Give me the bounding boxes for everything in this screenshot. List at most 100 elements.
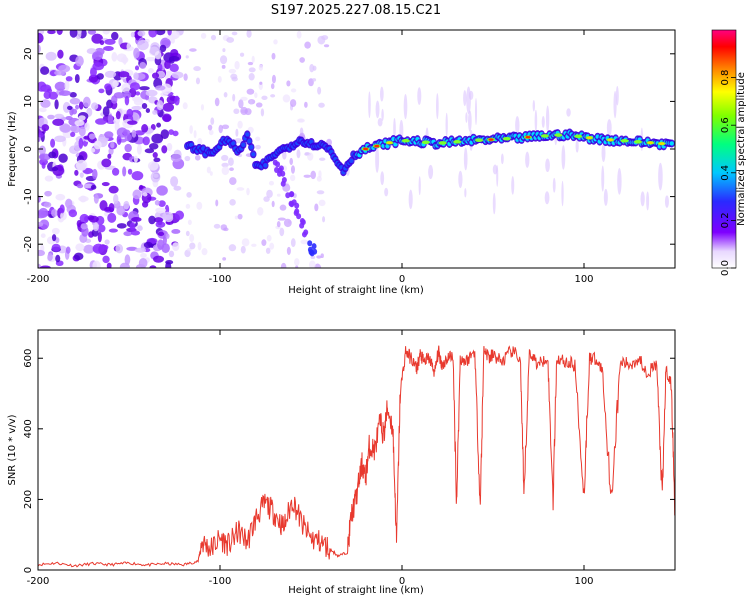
spectrogram-blob: [97, 224, 106, 233]
spectrogram-blob: [182, 102, 188, 110]
spectrogram-area: [38, 30, 675, 268]
spectrogram-blob: [149, 265, 157, 268]
spectrogram-streak: [525, 151, 530, 168]
spectrogram-blob: [260, 108, 265, 117]
spectrogram-streak: [606, 119, 612, 137]
spectrogram-streak: [393, 118, 396, 140]
ridge-peak: [488, 138, 494, 141]
spectrogram-blob: [111, 52, 118, 62]
spectrogram-blob: [123, 231, 133, 237]
snr-ytick-label: 400: [23, 419, 34, 438]
spectrogram-blob: [56, 30, 63, 35]
spectrogram-blob: [187, 219, 192, 225]
spectrogram-blob: [189, 234, 195, 243]
ridge-peak: [374, 144, 380, 148]
spectrogram-blob: [210, 34, 217, 41]
spectrogram-blob: [147, 161, 159, 171]
spectrogram-blob: [160, 129, 170, 140]
spectrogram-blob: [170, 153, 182, 162]
spectrogram-blob: [254, 92, 258, 99]
spectrogram-ytick-label: 0: [23, 146, 34, 152]
spectrogram-branch: [280, 170, 286, 177]
spectrogram-blob: [104, 70, 117, 78]
spectrogram-blob: [115, 244, 124, 254]
spectrogram-ytick-label: -20: [23, 236, 34, 252]
spectrogram-blob: [75, 55, 84, 67]
spectrogram-blob: [170, 48, 179, 58]
spectrogram-blob: [131, 170, 144, 181]
spectrogram-blob: [38, 221, 44, 227]
spectrogram-blob: [279, 227, 285, 237]
spectrogram-blob: [68, 209, 78, 218]
spectrogram-streak: [380, 171, 385, 186]
ridge-mid: [241, 142, 246, 148]
spectrogram-blob: [137, 225, 143, 231]
spectrogram-blob: [290, 238, 296, 248]
spectrogram-blob: [51, 166, 59, 171]
spectrogram-streak: [544, 191, 550, 205]
ridge-core: [540, 134, 549, 138]
spectrogram-blob: [40, 99, 51, 108]
spectrogram-blob: [319, 157, 326, 161]
spectrogram-blob: [41, 162, 46, 169]
spectrogram-branch: [308, 249, 314, 256]
spectrogram-blob: [266, 189, 273, 198]
spectrogram-blob: [132, 96, 143, 102]
spectrogram-streak: [500, 153, 504, 165]
spectrogram-blob: [184, 249, 191, 258]
spectrogram-streak: [561, 145, 566, 170]
spectrogram-streak: [492, 164, 498, 175]
spectrogram-blob: [130, 230, 141, 236]
spectrogram-blob: [213, 223, 221, 229]
spectrogram-blob: [65, 198, 73, 209]
colorbar-tick-label: 0.6: [720, 117, 731, 133]
spectrogram-blob: [108, 147, 114, 156]
spectrogram-blob: [107, 153, 112, 159]
spectrogram-ylabel: Frequency (Hz): [7, 111, 18, 187]
spectrogram-blob: [218, 124, 223, 134]
spectrogram-blob: [93, 140, 102, 150]
spectrogram-blob: [108, 185, 119, 194]
ridge-core: [554, 133, 563, 137]
spectrogram-blob: [138, 258, 148, 268]
spectrogram-blob: [148, 143, 159, 150]
colorbar-tick-label: 0.0: [720, 260, 731, 276]
spectrogram-blob: [78, 126, 86, 137]
spectrogram-blob: [189, 125, 193, 134]
spectrogram-blob: [126, 246, 138, 251]
spectrogram-branch: [281, 177, 287, 184]
spectrogram-blob: [296, 30, 302, 39]
spectrogram-blob: [296, 149, 301, 159]
spectrogram-blob: [165, 261, 172, 268]
spectrogram-blob: [38, 32, 44, 44]
spectrogram-blob: [87, 215, 95, 221]
spectrogram-blob: [38, 249, 46, 257]
spectrogram-blob: [257, 206, 264, 216]
spectrogram-streak: [466, 86, 471, 115]
spectrogram-blob: [304, 101, 308, 108]
spectrogram-blob: [69, 91, 77, 98]
spectrogram-blob: [46, 88, 53, 93]
spectrogram-blob: [300, 239, 309, 245]
spectrogram-branch: [303, 229, 309, 236]
spectrogram-branch: [307, 240, 313, 247]
spectrogram-blob: [229, 167, 234, 172]
spectrogram-blob: [62, 101, 71, 113]
spectrogram-blob: [67, 105, 73, 111]
spectrogram-blob: [234, 60, 240, 70]
spectrogram-blob: [154, 50, 162, 60]
spectrogram-blob: [303, 174, 311, 178]
spectrogram-blob: [294, 258, 300, 267]
spectrogram-branch: [278, 165, 284, 172]
spectrogram-blob: [207, 124, 213, 131]
spectrogram-blob: [73, 252, 84, 261]
spectrogram-blob: [47, 114, 55, 120]
spectrogram-blob: [101, 181, 110, 187]
spectrogram-blob: [158, 200, 166, 207]
spectrogram-blob: [237, 120, 243, 129]
spectrogram-blob: [251, 243, 257, 247]
spectrogram-streak: [384, 187, 389, 197]
spectrogram-blob: [113, 92, 125, 99]
spectrogram-streak: [474, 97, 478, 126]
spectrogram-blob: [79, 213, 89, 224]
